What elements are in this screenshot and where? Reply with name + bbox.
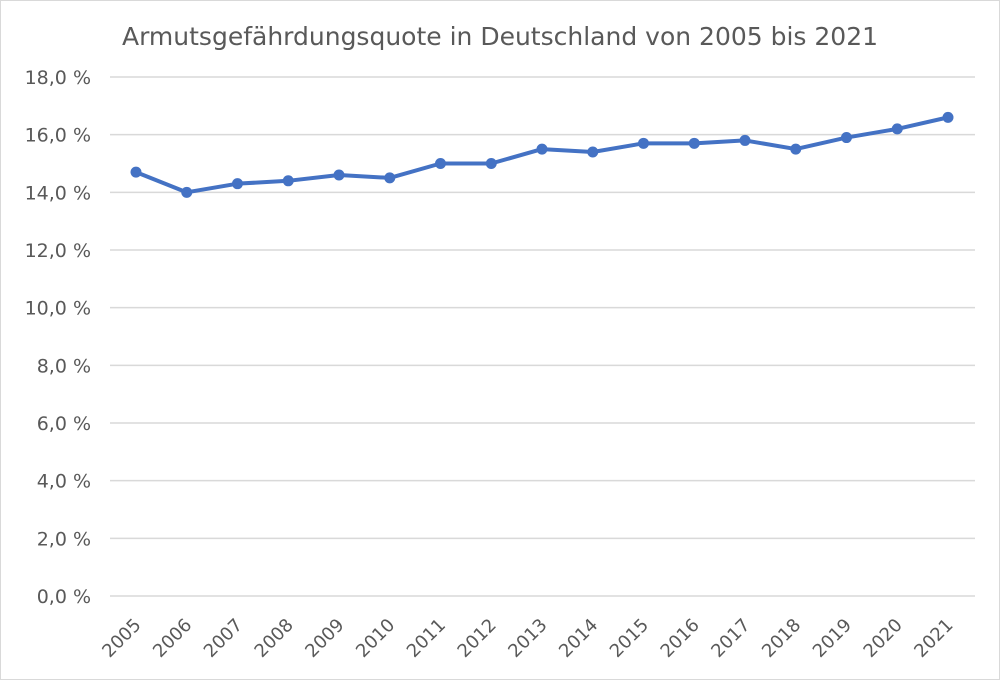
x-axis-ticks: 2005 2006 2007 2008 2009 2010 2011 2012 2013 2014… [98, 615, 957, 662]
data-point [232, 178, 243, 190]
data-point [841, 132, 852, 144]
gridlines [110, 76, 975, 597]
chart-title: Armutsgefährdungsquote in Deutschland vo… [122, 22, 878, 51]
data-point [739, 134, 751, 146]
x-tick-label: 2016 [657, 615, 704, 662]
data-point [435, 158, 446, 169]
x-tick-label: 2018 [758, 615, 805, 662]
x-tick-label: 2005 [98, 615, 145, 662]
x-tick-label: 2014 [555, 615, 602, 662]
x-tick-label: 2011 [403, 615, 450, 662]
x-tick-label: 2020 [860, 615, 907, 662]
data-point [638, 137, 649, 149]
y-tick-label: 4,0 % [37, 471, 91, 493]
x-tick-label: 2015 [606, 615, 653, 662]
y-tick-label: 10,0 % [25, 298, 91, 320]
y-tick-label: 2,0 % [37, 528, 91, 550]
y-tick-label: 12,0 % [25, 240, 91, 262]
x-tick-label: 2012 [454, 615, 501, 662]
y-tick-label: 0,0 % [37, 586, 91, 608]
data-point [333, 169, 345, 181]
x-tick-label: 2007 [200, 615, 247, 662]
y-tick-label: 6,0 % [37, 413, 91, 435]
x-tick-label: 2010 [352, 615, 399, 662]
data-point [790, 143, 802, 155]
data-point [130, 166, 142, 178]
series-group [130, 111, 954, 198]
data-point [688, 137, 700, 149]
x-tick-label: 2009 [301, 615, 348, 662]
data-point [587, 146, 599, 158]
x-tick-label: 2021 [910, 615, 957, 662]
x-tick-label: 2008 [251, 615, 298, 662]
x-tick-label: 2017 [707, 615, 754, 662]
y-axis-ticks: 0,0 % 2,0 % 4,0 % 6,0 % 8,0 % 10,0 % 12,0 % 14,… [25, 67, 91, 608]
x-tick-label: 2006 [149, 615, 196, 662]
y-tick-label: 14,0 % [25, 182, 91, 204]
data-point [181, 186, 193, 198]
data-point [384, 172, 396, 184]
data-point [891, 123, 903, 135]
data-point [536, 143, 548, 155]
data-point [485, 158, 497, 169]
x-tick-label: 2013 [504, 615, 551, 662]
data-point [942, 111, 954, 123]
x-tick-label: 2019 [809, 615, 856, 662]
data-point [282, 175, 294, 187]
y-tick-label: 18,0 % [25, 67, 91, 89]
y-tick-label: 16,0 % [25, 125, 91, 147]
y-tick-label: 8,0 % [37, 355, 91, 377]
series-line [134, 115, 950, 195]
